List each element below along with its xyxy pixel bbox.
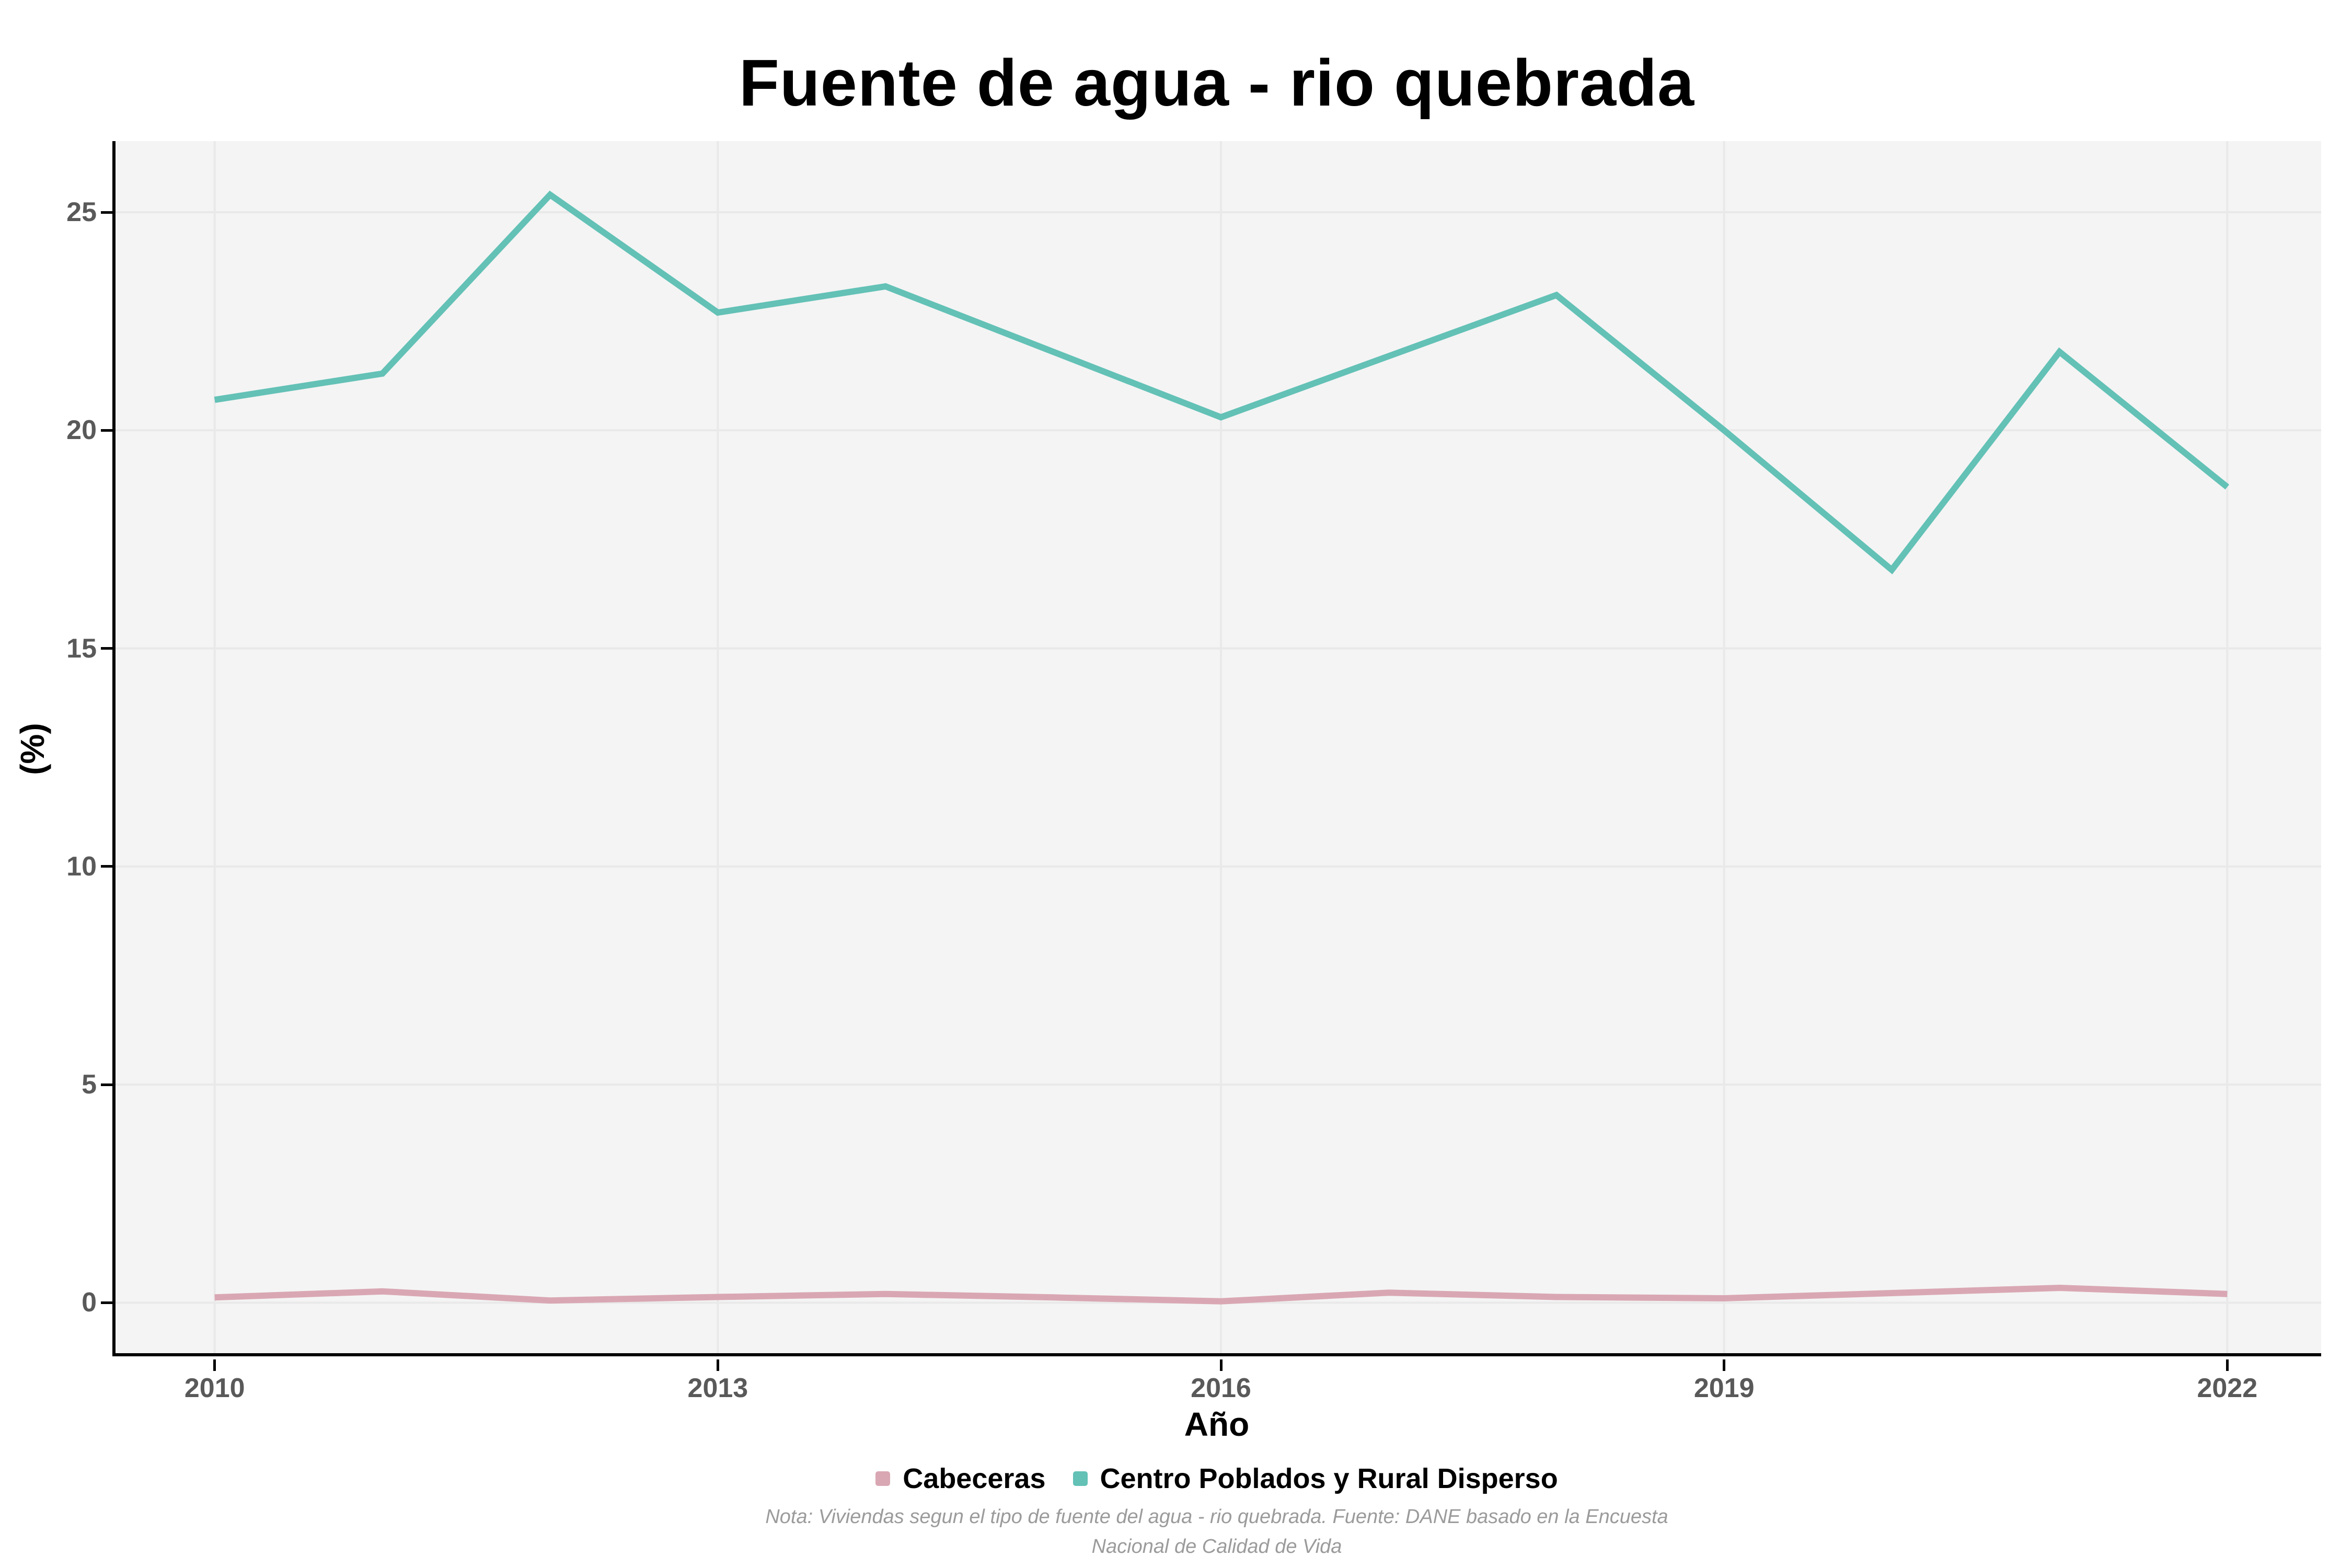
y-tick-mark bbox=[101, 211, 112, 214]
y-axis-title: (%) bbox=[14, 723, 51, 775]
legend-key-swatch bbox=[875, 1471, 891, 1486]
y-tick-mark bbox=[101, 647, 112, 650]
legend-item-1: Centro Poblados y Rural Disperso bbox=[1073, 1462, 1558, 1495]
x-tick-mark bbox=[213, 1359, 216, 1371]
x-tick-label: 2016 bbox=[1191, 1373, 1251, 1403]
y-tick-label: 0 bbox=[82, 1287, 97, 1318]
x-tick-mark bbox=[716, 1359, 719, 1371]
y-tick-label: 25 bbox=[66, 197, 97, 228]
series-line-1 bbox=[214, 190, 2230, 574]
legend-key-swatch bbox=[1073, 1471, 1088, 1486]
x-tick-label: 2010 bbox=[184, 1373, 245, 1403]
source-note-line-2: Nacional de Calidad de Vida bbox=[1091, 1536, 1342, 1558]
source-note: Nota: Viviendas segun el tipo de fuente … bbox=[112, 1502, 2321, 1562]
y-tick-label: 10 bbox=[66, 851, 97, 882]
y-tick-mark bbox=[101, 1301, 112, 1304]
legend: Cabeceras Centro Poblados y Rural Dispers… bbox=[112, 1462, 2321, 1495]
y-tick-label: 20 bbox=[66, 415, 97, 446]
x-tick-label: 2022 bbox=[2197, 1373, 2258, 1403]
legend-label: Cabeceras bbox=[903, 1463, 1046, 1494]
x-tick-label: 2013 bbox=[687, 1373, 748, 1403]
legend-item-0: Cabeceras bbox=[875, 1462, 1046, 1495]
plot-panel bbox=[112, 141, 2321, 1356]
y-tick-mark bbox=[101, 865, 112, 868]
chart-title: Fuente de agua - rio quebrada bbox=[739, 46, 1695, 120]
y-tick-label: 15 bbox=[66, 633, 97, 664]
y-tick-label: 5 bbox=[82, 1069, 97, 1100]
source-note-line-1: Nota: Viviendas segun el tipo de fuente … bbox=[765, 1506, 1668, 1528]
plot-area-svg bbox=[112, 141, 2321, 1356]
y-tick-mark bbox=[101, 1083, 112, 1086]
legend-label: Centro Poblados y Rural Disperso bbox=[1100, 1463, 1558, 1494]
x-tick-mark bbox=[1219, 1359, 1223, 1371]
y-tick-mark bbox=[101, 429, 112, 432]
x-tick-mark bbox=[2226, 1359, 2229, 1371]
x-tick-mark bbox=[1723, 1359, 1726, 1371]
x-tick-label: 2019 bbox=[1693, 1373, 1755, 1403]
x-axis-title: Año bbox=[1184, 1405, 1250, 1443]
series-line-0 bbox=[214, 1284, 2228, 1305]
